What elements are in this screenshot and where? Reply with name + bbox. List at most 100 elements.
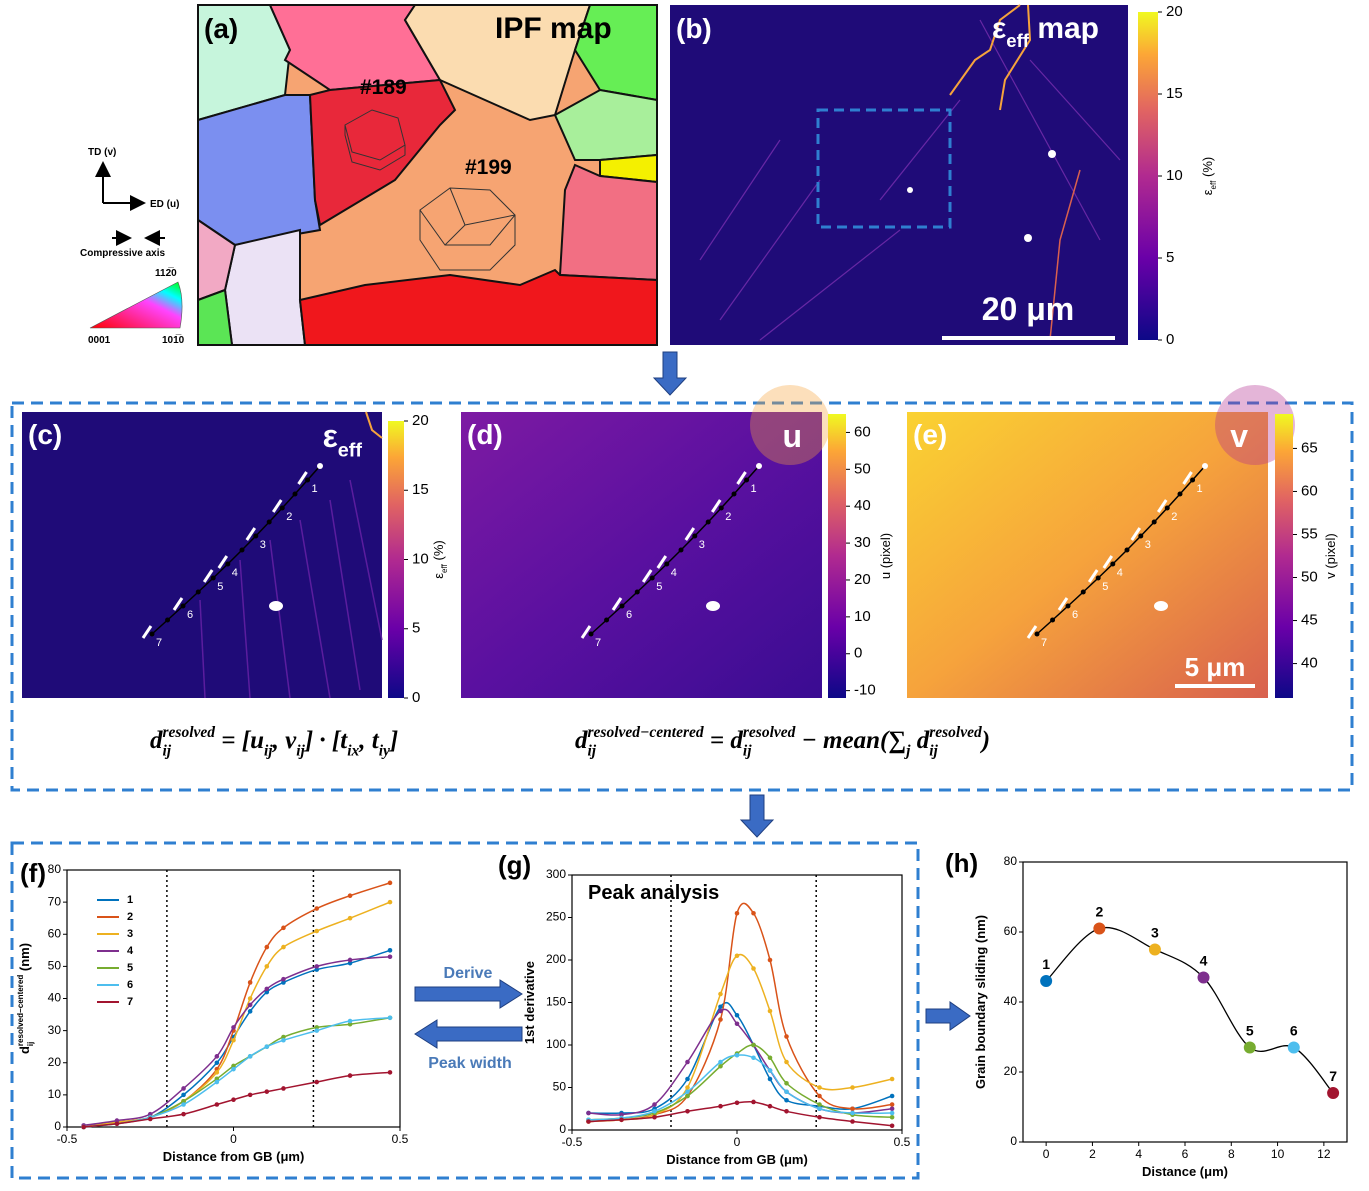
data-point <box>281 944 286 950</box>
colorbar-label-part: (%) <box>1200 157 1215 181</box>
ipf-corner: 101̅0 <box>162 334 185 346</box>
x-tick-label: 0 <box>230 1132 237 1146</box>
colorbar-tick-label: 50 <box>854 460 871 477</box>
profile-tick <box>580 625 592 639</box>
data-point <box>619 1112 624 1117</box>
data-point <box>784 1034 789 1039</box>
data-point <box>181 1099 186 1104</box>
data-point <box>718 1063 723 1069</box>
x-axis-label: Distance (μm) <box>1142 1164 1228 1179</box>
data-point <box>347 1021 353 1027</box>
data-point <box>685 1085 690 1090</box>
data-point <box>850 1085 855 1090</box>
x-tick-label: 4 <box>1135 1147 1142 1161</box>
point-label: 1 <box>1042 956 1050 972</box>
profile-point <box>1065 603 1071 609</box>
profile-label: 1 <box>751 483 757 495</box>
data-point <box>817 1093 822 1099</box>
map-title-part: ε <box>323 418 338 454</box>
equation-part: ij <box>929 743 938 760</box>
x-tick-label: -0.5 <box>562 1135 583 1149</box>
colorbar-label: v (pixel) <box>1323 533 1338 579</box>
colorbar-tick-label: 60 <box>1301 482 1318 499</box>
data-point <box>387 880 393 886</box>
colorbar-tick-label: 55 <box>1301 525 1318 542</box>
profile-tick <box>1130 527 1142 541</box>
point-label: 4 <box>1200 953 1208 969</box>
profile-point <box>1177 491 1183 497</box>
panel-label: (g) <box>498 850 531 880</box>
data-point <box>734 953 740 959</box>
data-point <box>214 1070 220 1075</box>
y-axis-label: dresolved−centeredij (nm) <box>16 943 35 1054</box>
data-point <box>114 1121 120 1127</box>
axis-name: Compressive axis <box>80 248 165 259</box>
data-point <box>767 1055 773 1061</box>
y-tick-label: 200 <box>546 952 566 966</box>
panel-label: (c) <box>28 419 62 450</box>
ipf-triangle <box>89 281 183 329</box>
data-point <box>314 1079 320 1085</box>
grain-label: #189 <box>360 76 407 99</box>
equation-part: ] · [t <box>303 727 348 754</box>
map-title: v <box>1230 418 1248 454</box>
profile-point <box>1164 505 1170 511</box>
profile-label: 4 <box>1117 567 1123 579</box>
y-tick-label: 0 <box>54 1119 61 1133</box>
equation-part: ij <box>264 743 273 760</box>
profile-label: 1 <box>312 483 318 495</box>
data-point <box>751 910 756 916</box>
colorbar-tick-label: 15 <box>1166 85 1183 102</box>
legend-label: 3 <box>127 928 133 940</box>
data-point <box>889 1076 895 1082</box>
y-tick-label: 40 <box>1004 994 1018 1008</box>
y-tick-label: 0 <box>1010 1134 1017 1148</box>
data-point <box>314 906 320 911</box>
equation-part: d <box>910 727 929 754</box>
data-point <box>214 1060 220 1066</box>
colorbar-tick-label: 45 <box>1301 612 1318 629</box>
point-label: 2 <box>1095 904 1103 920</box>
profile-point <box>756 463 762 469</box>
data-point <box>734 1100 740 1106</box>
y-tick-label: 10 <box>48 1087 62 1101</box>
profile-tick <box>297 471 308 485</box>
colorbar-label-part: v (pixel) <box>1323 533 1338 579</box>
data-point <box>1197 971 1210 984</box>
point-label: 3 <box>1151 925 1159 941</box>
data-point <box>718 991 723 997</box>
scale-bar-label: 20 μm <box>982 291 1075 327</box>
profile-tick <box>611 597 623 611</box>
x-tick-label: 12 <box>1317 1147 1331 1161</box>
data-point <box>1093 922 1106 935</box>
profile-point <box>1080 589 1086 595</box>
equation-part: ij <box>163 743 172 760</box>
data-point <box>718 1008 723 1014</box>
y-axis-label-part: (nm) <box>17 943 32 975</box>
data-point <box>751 1099 756 1105</box>
data-point <box>81 1124 86 1130</box>
profile-tick <box>710 499 722 513</box>
panel-label: (d) <box>467 419 503 450</box>
profile-label: 6 <box>1072 609 1078 621</box>
profile-tick <box>1102 555 1114 569</box>
data-point <box>281 1034 286 1040</box>
data-point <box>1327 1087 1340 1099</box>
profile-label: 3 <box>699 539 705 551</box>
x-tick-label: 8 <box>1228 1147 1235 1161</box>
data-point <box>652 1114 657 1120</box>
profile-tick <box>1156 499 1168 513</box>
arrow-label: Derive <box>444 965 493 982</box>
profile-label: 4 <box>232 567 238 579</box>
x-axis-label: Distance from GB (μm) <box>666 1152 808 1167</box>
axis-name: TD (v) <box>88 147 116 158</box>
data-point <box>586 1110 591 1116</box>
map-title: εeff <box>323 418 363 462</box>
data-point <box>214 1054 220 1059</box>
data-point <box>247 996 253 1001</box>
profile-point <box>180 603 186 609</box>
data-point <box>181 1102 186 1107</box>
data-point <box>751 966 756 971</box>
profile-point <box>149 631 155 637</box>
